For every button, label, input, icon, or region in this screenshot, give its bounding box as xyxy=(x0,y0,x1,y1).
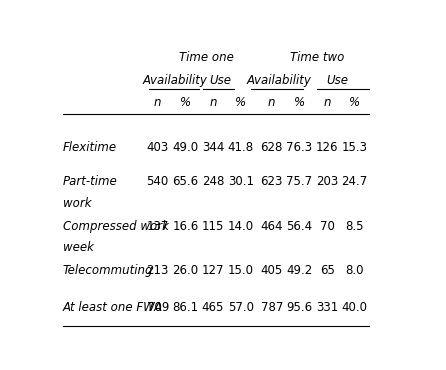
Text: 16.6: 16.6 xyxy=(172,220,198,233)
Text: %: % xyxy=(180,96,191,109)
Text: 213: 213 xyxy=(147,264,169,277)
Text: week: week xyxy=(62,241,94,254)
Text: 248: 248 xyxy=(202,175,224,188)
Text: 623: 623 xyxy=(260,175,283,188)
Text: 65.6: 65.6 xyxy=(172,175,198,188)
Text: 127: 127 xyxy=(202,264,224,277)
Text: 628: 628 xyxy=(260,141,283,154)
Text: Compressed work: Compressed work xyxy=(62,220,169,233)
Text: 709: 709 xyxy=(147,301,169,314)
Text: 8.5: 8.5 xyxy=(346,220,364,233)
Text: 41.8: 41.8 xyxy=(227,141,254,154)
Text: 24.7: 24.7 xyxy=(342,175,368,188)
Text: 49.0: 49.0 xyxy=(172,141,198,154)
Text: 115: 115 xyxy=(202,220,224,233)
Text: At least one FWA: At least one FWA xyxy=(62,301,163,314)
Text: n: n xyxy=(268,96,276,109)
Text: n: n xyxy=(209,96,217,109)
Text: 403: 403 xyxy=(147,141,169,154)
Text: 203: 203 xyxy=(316,175,338,188)
Text: 464: 464 xyxy=(260,220,283,233)
Text: n: n xyxy=(323,96,331,109)
Text: 8.0: 8.0 xyxy=(346,264,364,277)
Text: 14.0: 14.0 xyxy=(227,220,254,233)
Text: Telecommuting: Telecommuting xyxy=(62,264,153,277)
Text: 95.6: 95.6 xyxy=(286,301,313,314)
Text: 344: 344 xyxy=(202,141,224,154)
Text: 465: 465 xyxy=(202,301,224,314)
Text: 70: 70 xyxy=(320,220,334,233)
Text: 76.3: 76.3 xyxy=(286,141,313,154)
Text: 40.0: 40.0 xyxy=(342,301,368,314)
Text: 137: 137 xyxy=(147,220,169,233)
Text: %: % xyxy=(235,96,246,109)
Text: 30.1: 30.1 xyxy=(227,175,254,188)
Text: Availability: Availability xyxy=(143,74,207,87)
Text: 57.0: 57.0 xyxy=(227,301,254,314)
Text: Use: Use xyxy=(209,74,231,87)
Text: 26.0: 26.0 xyxy=(172,264,198,277)
Text: Time two: Time two xyxy=(289,51,344,64)
Text: %: % xyxy=(294,96,305,109)
Text: 15.0: 15.0 xyxy=(227,264,254,277)
Text: 56.4: 56.4 xyxy=(286,220,313,233)
Text: 86.1: 86.1 xyxy=(172,301,198,314)
Text: 15.3: 15.3 xyxy=(342,141,368,154)
Text: n: n xyxy=(154,96,161,109)
Text: 787: 787 xyxy=(260,301,283,314)
Text: Flexitime: Flexitime xyxy=(62,141,117,154)
Text: 540: 540 xyxy=(147,175,169,188)
Text: work: work xyxy=(62,197,91,210)
Text: 331: 331 xyxy=(316,301,338,314)
Text: 49.2: 49.2 xyxy=(286,264,313,277)
Text: Part-time: Part-time xyxy=(62,175,117,188)
Text: Availability: Availability xyxy=(246,74,311,87)
Text: Time one: Time one xyxy=(179,51,234,64)
Text: 405: 405 xyxy=(260,264,283,277)
Text: Use: Use xyxy=(326,74,348,87)
Text: 65: 65 xyxy=(320,264,334,277)
Text: 126: 126 xyxy=(316,141,339,154)
Text: %: % xyxy=(349,96,360,109)
Text: 75.7: 75.7 xyxy=(286,175,313,188)
